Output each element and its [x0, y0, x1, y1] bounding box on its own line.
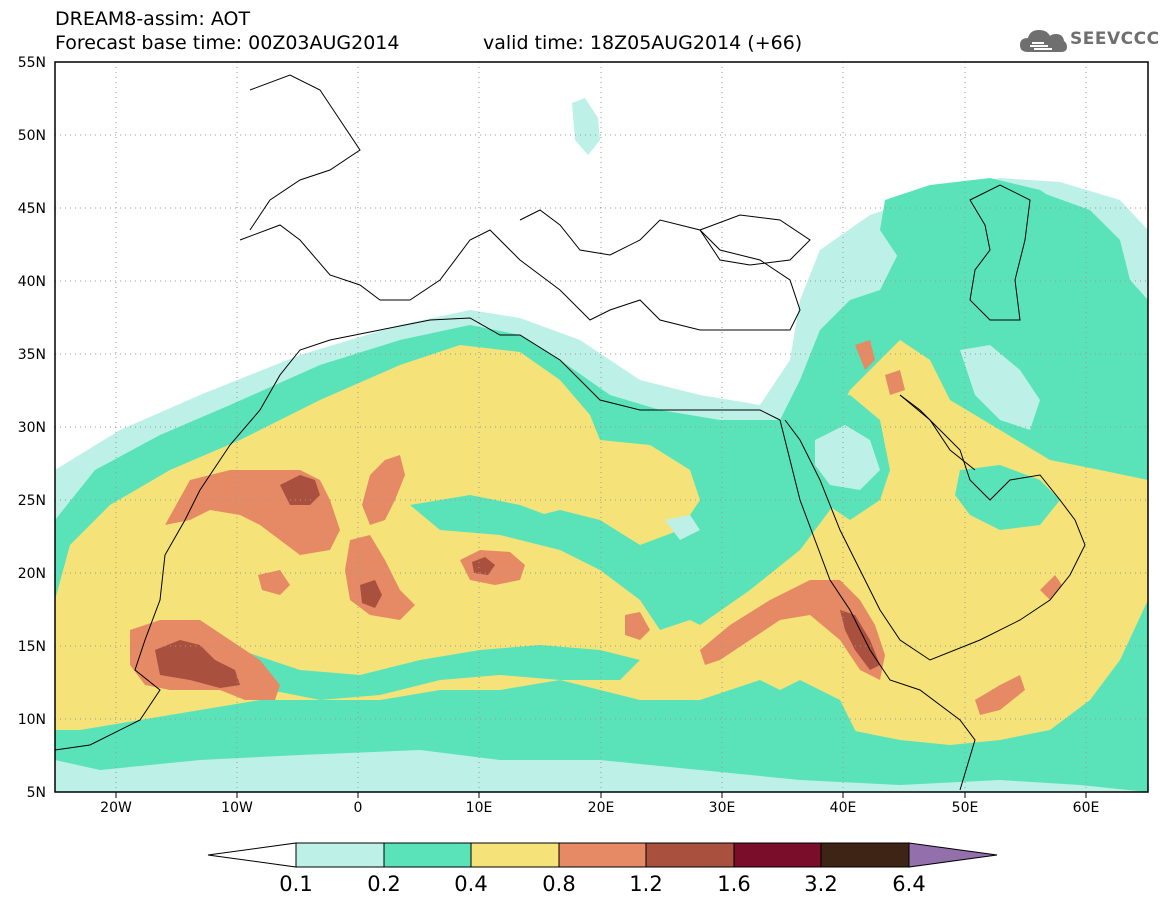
y-tick-label: 20N [18, 566, 46, 582]
aot-band-0.8-1.2-algeria [362, 455, 405, 525]
y-tick-label: 5N [27, 785, 46, 801]
x-tick-label: 50E [952, 800, 979, 816]
colorbar-segment [470, 842, 560, 868]
colorbar-label: 0.4 [454, 872, 487, 896]
y-tick-label: 30N [18, 420, 46, 436]
colorbar-segment [820, 842, 910, 868]
seevccc-logo: SEEVCCC [1018, 22, 1160, 58]
colorbar-high-arrow [908, 842, 998, 868]
aot-band-0.1-0.2-patch [572, 98, 600, 155]
aot-green-patch-ethiopia [760, 680, 860, 775]
colorbar-label: 3.2 [804, 872, 837, 896]
y-tick-label: 25N [18, 493, 46, 509]
cloud-icon [1020, 30, 1067, 52]
colorbar-label: 0.1 [279, 872, 312, 896]
logo-text: SEEVCCC [1070, 29, 1160, 49]
aot-green-patch-caspian [880, 178, 1090, 320]
aot-band-1.2-1.6-senegal [155, 640, 240, 688]
colorbar-label: 0.8 [542, 872, 575, 896]
aot-field [55, 98, 1148, 792]
x-tick-label: 20W [100, 800, 132, 816]
y-tick-label: 10N [18, 712, 46, 728]
colorbar-segment [733, 842, 822, 868]
x-tick-label: 10W [221, 800, 253, 816]
colorbar-segment [383, 842, 472, 868]
y-tick-label: 15N [18, 639, 46, 655]
aot-band-1.2-1.6-mali [360, 580, 382, 608]
y-tick-label: 55N [18, 55, 46, 71]
aot-band-1.2-1.6-redsea [840, 610, 880, 670]
x-tick-label: 20E [588, 800, 615, 816]
aot-band-0.8-1.2-mauritania [258, 570, 290, 595]
aot-cyan-patch-chad [665, 515, 700, 540]
colorbar-label: 1.6 [717, 872, 750, 896]
x-tick-label: 10E [466, 800, 493, 816]
colorbar-segment [295, 842, 385, 868]
colorbar-low-arrow [207, 842, 297, 868]
colorbar-label: 0.2 [367, 872, 400, 896]
x-tick-label: 40E [830, 800, 857, 816]
aot-band-0.8-1.2-somalia [975, 675, 1025, 715]
aot-band-0.8-1.2-chad [625, 612, 650, 640]
aot-band-0.8-1.2-iran [885, 370, 905, 395]
axis-ticks [115, 792, 1087, 798]
colorbar-label: 1.2 [629, 872, 662, 896]
y-tick-label: 50N [18, 128, 46, 144]
aot-cyan-patch-iran [960, 345, 1040, 430]
aot-green-patch-sahel [240, 645, 640, 700]
x-tick-label: 0 [354, 800, 363, 816]
aot-green-patch-central [410, 480, 800, 630]
aot-band-0.8-1.2-iraq [855, 340, 875, 370]
aot-band-0.8-1.2-oman [1040, 575, 1062, 600]
x-tick-label: 30E [709, 800, 736, 816]
y-tick-label: 35N [18, 347, 46, 363]
y-tick-label: 40N [18, 274, 46, 290]
coastlines [55, 74, 1086, 791]
aot-green-patch-gulf [955, 465, 1060, 530]
forecast-base-time: Forecast base time: 00Z03AUG2014 [55, 32, 400, 54]
y-axis-labels: 55N 50N 45N 40N 35N 30N 25N 20N 15N 10N … [18, 55, 46, 801]
aot-band-1.2-1.6-niger [472, 557, 495, 575]
colorbar-labels: 0.1 0.2 0.4 0.8 1.2 1.6 3.2 6.4 [279, 872, 925, 896]
colorbar-segment [558, 842, 647, 868]
colorbar-label: 6.4 [892, 872, 925, 896]
y-tick-label: 45N [18, 201, 46, 217]
map-title: DREAM8-assim: AOT [55, 8, 251, 30]
aot-band-0.8-1.2-sudan [700, 580, 885, 680]
x-axis-labels: 20W 10W 0 10E 20E 30E 40E 50E 60E [100, 800, 1099, 816]
colorbar [207, 842, 998, 868]
aot-band-1.2-1.6-westsahara [280, 475, 320, 505]
colorbar-segment [645, 842, 735, 868]
x-tick-label: 60E [1073, 800, 1100, 816]
aot-cyan-patch-iraq [815, 425, 880, 490]
forecast-valid-time: valid time: 18Z05AUG2014 (+66) [483, 32, 803, 54]
